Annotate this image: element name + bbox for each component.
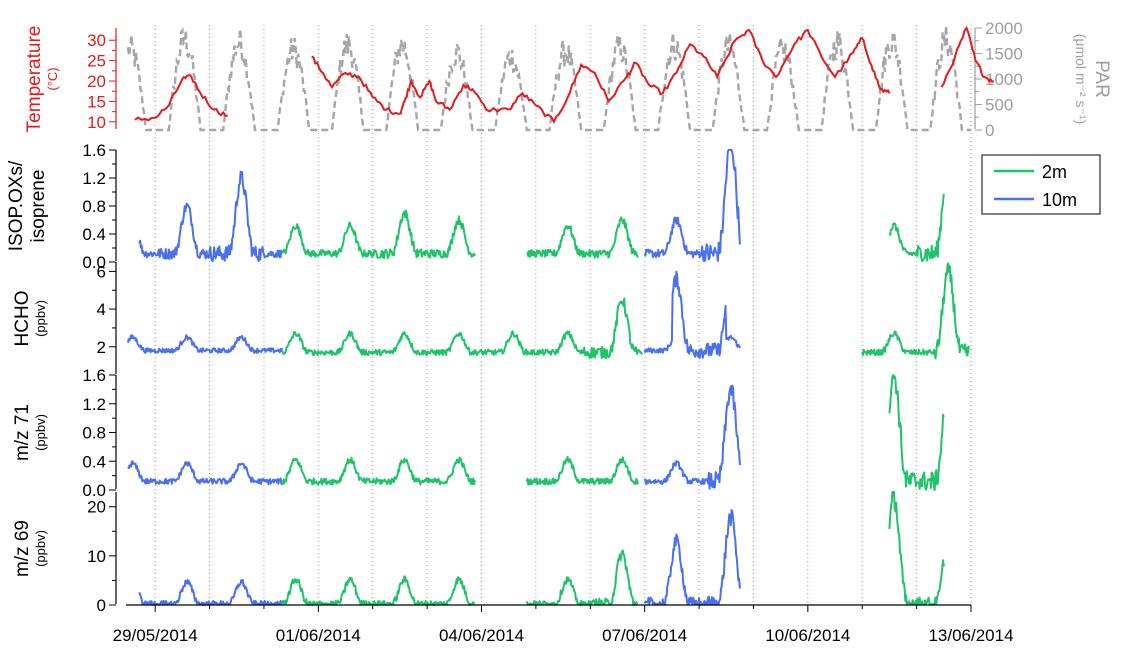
series-2m-line <box>525 216 639 259</box>
panel-mz69: 0 10 20 m/z 69 (ppbv) <box>12 491 945 615</box>
y-tick-label: 0.4 <box>82 452 106 471</box>
series-temperature-line <box>134 25 995 125</box>
y-tick-label: 0.8 <box>82 197 106 216</box>
x-tick-label: 29/05/2014 <box>113 626 198 645</box>
series-10m-line <box>643 509 741 606</box>
day-gridlines <box>154 25 972 605</box>
y-tick-label: 0.0 <box>82 253 106 272</box>
y-tick-label: 1.6 <box>82 366 106 385</box>
y-tick-label: 1.2 <box>82 395 106 414</box>
series-10m-line <box>138 170 284 263</box>
series-10m-line <box>643 384 741 490</box>
legend-label-10m: 10m <box>1042 190 1077 210</box>
series-2m-line <box>281 297 644 360</box>
y-axis-subtitle: (ppbv) <box>33 414 48 451</box>
y-tick-label: 20 <box>87 498 106 517</box>
x-tick-label: 01/06/2014 <box>276 626 361 645</box>
panel-mz71: 0.0 0.4 0.8 1.2 1.6 m/z 71 (ppbv) <box>12 366 945 500</box>
series-10m-line <box>138 578 284 606</box>
legend-frame <box>981 154 1101 215</box>
y-axis-title: ISOP.OXs/ <box>6 160 27 251</box>
y-tick-label: 0 <box>97 596 106 615</box>
legend: 2m 10m <box>981 154 1101 215</box>
y-tick-label: 0.4 <box>82 225 106 244</box>
y-tick-label: 30 <box>87 31 106 50</box>
y-tick-label: 1.2 <box>82 169 106 188</box>
y-tick-label: 10 <box>87 547 106 566</box>
y-axis-title: Temperature <box>24 26 45 133</box>
series-2m-line <box>888 374 945 491</box>
series-2m-line <box>281 575 475 606</box>
series-2m-line <box>861 262 970 360</box>
series-2m-line <box>525 455 639 486</box>
y-tick-label: 2 <box>97 338 106 357</box>
legend-label-2m: 2m <box>1042 162 1067 182</box>
y-axis-subtitle: (°C) <box>45 67 60 90</box>
y-tick-label: 2000 <box>985 19 1023 38</box>
series-10m-line <box>127 460 283 485</box>
y-tick-label: 1.6 <box>82 141 106 160</box>
y-axis-title: m/z 71 <box>12 404 33 461</box>
right-axis-title: PAR <box>1091 60 1112 98</box>
series-2m-line <box>281 456 476 486</box>
y-tick-label: 0 <box>985 121 994 140</box>
y-axis-title: m/z 69 <box>12 520 33 577</box>
y-tick-label: 25 <box>87 52 106 71</box>
x-tick-label: 07/06/2014 <box>602 626 687 645</box>
series-10m-line <box>643 149 741 262</box>
y-tick-label: 4 <box>97 300 106 319</box>
y-tick-label: 1000 <box>985 70 1023 89</box>
x-axis: 29/05/2014 01/06/2014 04/06/2014 07/06/2014… <box>113 604 1014 645</box>
y-tick-label: 0.0 <box>82 481 106 500</box>
series-10m-line <box>643 270 741 359</box>
panel-hcho: 2 4 6 HCHO (ppbv) <box>12 262 970 374</box>
y-tick-label: 1500 <box>985 45 1023 64</box>
series-2m-line <box>281 209 476 260</box>
panel-isop-ox-ratio: 0.0 0.4 0.8 1.2 1.6 ISOP.OXs/isoprene <box>6 141 945 272</box>
y-axis-title: HCHO <box>12 291 33 347</box>
y-tick-label: 10 <box>87 113 106 132</box>
y-tick-label: 500 <box>985 96 1013 115</box>
y-tick-label: 6 <box>97 262 106 281</box>
right-axis-unit: (μmol m⁻² s⁻¹) <box>1073 34 1089 125</box>
y-axis-subtitle: isoprene <box>28 170 49 243</box>
y-tick-label: 0.8 <box>82 424 106 443</box>
y-axis-subtitle: (ppbv) <box>33 300 48 337</box>
series-2m-line <box>525 549 639 606</box>
series-2m-line <box>888 491 945 606</box>
series-par-line <box>126 25 971 132</box>
y-tick-label: 15 <box>87 92 106 111</box>
series-2m-line <box>888 193 945 262</box>
x-tick-label: 04/06/2014 <box>439 626 524 645</box>
x-tick-label: 10/06/2014 <box>765 626 850 645</box>
x-tick-label: 13/06/2014 <box>928 626 1013 645</box>
y-tick-label: 20 <box>87 72 106 91</box>
y-axis-subtitle: (ppbv) <box>33 530 48 567</box>
series-10m-line <box>127 334 284 354</box>
